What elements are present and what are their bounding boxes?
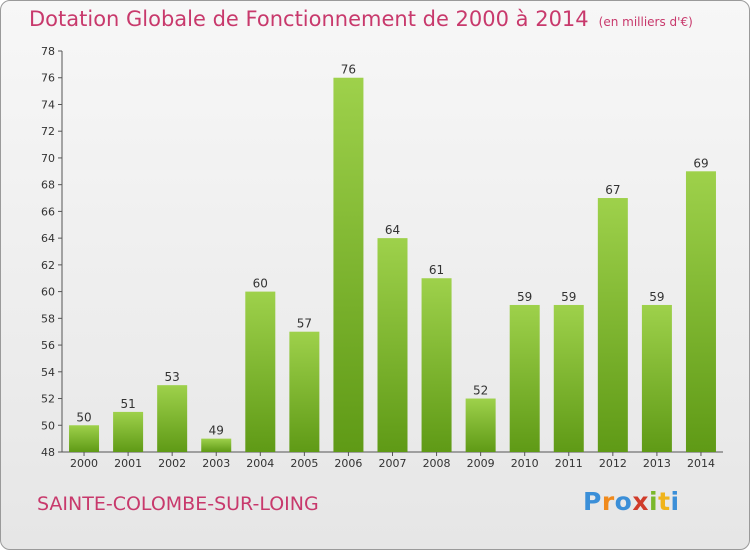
data-label: 67 xyxy=(605,183,620,197)
y-tick-label: 72 xyxy=(41,125,55,138)
bar-2010 xyxy=(509,304,540,452)
proxiti-logo[interactable]: Proxiti xyxy=(583,487,680,516)
data-labels: 50 51 53 49 60 57 76 64 61 52 59 59 67 59 69 xyxy=(76,63,708,438)
data-label: 57 xyxy=(297,317,312,331)
chart-title: Dotation Globale de Fonctionnement de 20… xyxy=(29,7,693,31)
y-tick-label: 78 xyxy=(41,45,55,58)
x-tick-label: 2013 xyxy=(643,457,671,470)
y-tick-label: 48 xyxy=(41,446,55,459)
y-tick-label: 66 xyxy=(41,205,55,218)
bar-2006 xyxy=(333,77,364,452)
y-tick-label: 54 xyxy=(41,366,55,379)
title-text: Dotation Globale de Fonctionnement de 20… xyxy=(29,7,589,31)
x-tick-label: 2012 xyxy=(599,457,627,470)
bar-2005 xyxy=(289,331,320,452)
y-tick-label: 68 xyxy=(41,179,55,192)
logo-letter: P xyxy=(583,487,602,516)
y-tick-label: 62 xyxy=(41,259,55,272)
x-tick-label: 2005 xyxy=(290,457,318,470)
data-label: 52 xyxy=(473,384,488,398)
bar-2012 xyxy=(597,198,628,452)
data-label: 53 xyxy=(165,370,180,384)
data-label: 59 xyxy=(649,290,664,304)
bar-2000 xyxy=(69,425,100,452)
y-tick-label: 52 xyxy=(41,393,55,406)
x-tick-label: 2011 xyxy=(555,457,583,470)
data-label: 76 xyxy=(341,63,356,77)
data-label: 49 xyxy=(209,424,224,438)
data-label: 50 xyxy=(76,410,91,424)
data-label: 61 xyxy=(429,263,444,277)
bar-2007 xyxy=(377,238,408,452)
data-label: 60 xyxy=(253,277,268,291)
data-label: 69 xyxy=(693,156,708,170)
x-tick-label: 2009 xyxy=(467,457,495,470)
logo-letter: t xyxy=(658,487,671,516)
bar-2001 xyxy=(113,411,144,452)
x-tick-label: 2008 xyxy=(423,457,451,470)
logo-letter: i xyxy=(670,487,680,516)
x-tick-label: 2004 xyxy=(246,457,274,470)
logo-letter: o xyxy=(614,487,633,516)
x-tick-label: 2003 xyxy=(202,457,230,470)
y-tick-label: 64 xyxy=(41,232,55,245)
bar-2003 xyxy=(201,438,232,452)
bar-2014 xyxy=(685,171,716,453)
x-tick-label: 2002 xyxy=(158,457,186,470)
bars xyxy=(69,77,716,453)
x-tick-label: 2010 xyxy=(511,457,539,470)
x-tick-label: 2007 xyxy=(379,457,407,470)
x-tick-label: 2001 xyxy=(114,457,142,470)
bar-2004 xyxy=(245,291,276,452)
data-label: 59 xyxy=(517,290,532,304)
y-tick-label: 58 xyxy=(41,312,55,325)
y-tick-label: 50 xyxy=(41,419,55,432)
y-tick-label: 70 xyxy=(41,152,55,165)
x-tick-label: 2000 xyxy=(70,457,98,470)
axes: 48 50 52 54 56 58 60 62 64 66 68 70 72 74 76 78 2000 2001… xyxy=(41,45,723,470)
bar-2008 xyxy=(421,278,452,452)
bar-2009 xyxy=(465,398,496,452)
logo-letter: r xyxy=(601,487,615,516)
data-label: 59 xyxy=(561,290,576,304)
y-tick-label: 56 xyxy=(41,339,55,352)
data-label: 51 xyxy=(120,397,135,411)
x-tick-label: 2006 xyxy=(334,457,362,470)
x-tick-label: 2014 xyxy=(687,457,715,470)
bar-2013 xyxy=(641,304,672,452)
commune-name: SAINTE-COLOMBE-SUR-LOING xyxy=(37,493,319,515)
bar-2011 xyxy=(553,304,584,452)
y-tick-label: 74 xyxy=(41,98,55,111)
logo-letter: i xyxy=(649,487,659,516)
bar-2002 xyxy=(157,385,188,452)
logo-letter: x xyxy=(632,487,649,516)
unit-label: (en milliers d'€) xyxy=(598,15,693,29)
data-label: 64 xyxy=(385,223,400,237)
y-tick-label: 60 xyxy=(41,286,55,299)
y-tick-label: 76 xyxy=(41,72,55,85)
